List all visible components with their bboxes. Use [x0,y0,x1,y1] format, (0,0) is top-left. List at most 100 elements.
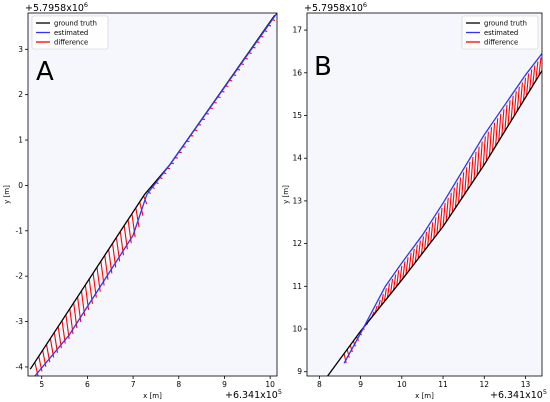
difference-segment [519,82,523,106]
difference-segment [516,86,520,111]
y-tick-label: 13 [292,196,302,205]
x-tick-label: 8 [176,380,181,389]
y-offset-exponent: 6 [363,1,367,9]
difference-segment [535,61,539,81]
legend-box [31,15,109,50]
difference-segment [442,202,446,227]
difference-segment [529,69,533,91]
difference-segment [510,95,514,122]
difference-segment [131,213,136,238]
x-offset-label: +6.341x105 [490,388,547,401]
panel-label: A [36,57,54,87]
estimated-line [34,13,277,376]
difference-segment [470,156,474,185]
x-tick-label: 11 [438,380,448,389]
difference-segment [445,197,449,222]
difference-segment [408,253,412,271]
x-axis-label: x [m] [415,392,434,400]
difference-segment [377,299,381,310]
difference-segment [488,127,493,157]
difference-segment [389,278,394,295]
y-tick-label: 12 [292,239,302,248]
y-axis-label: y [m] [282,185,290,204]
y-tick-label: 0 [18,181,23,190]
y-tick-label: -3 [16,317,24,326]
legend-entry: estimated [54,29,88,37]
y-tick-label: 2 [18,90,23,99]
difference-segment [349,345,353,353]
difference-segment [439,207,443,231]
legend-entry: ground truth [484,19,527,27]
difference-segment [393,274,397,291]
difference-segment [461,172,465,199]
y-tick-label: 9 [297,367,302,376]
y-tick-label: -2 [16,272,24,281]
difference-segment [457,177,462,204]
y-tick-label: 10 [292,325,302,334]
difference-segment [396,270,400,287]
difference-segment [139,201,144,216]
legend-entry: ground truth [54,19,97,27]
difference-segment [448,192,452,218]
ground-truth-line [327,70,542,376]
y-offset-label: +5.7958x106 [25,1,88,14]
difference-segment [427,227,431,247]
difference-segment [482,136,486,167]
panel-b: 8 9 10 11 12 13 9 10 11 12 13 14 15 16 17 x [m] y [m] +5.… [282,1,547,401]
axes-frame [27,12,278,377]
legend-entry: difference [484,38,518,46]
plot-area [28,13,277,376]
difference-segment [411,248,415,267]
y-tick-label: 11 [292,282,302,291]
y-tick-label: 17 [292,26,302,35]
y-tick-label: 15 [292,111,302,120]
difference-segment [467,162,471,190]
difference-segment [420,236,425,255]
difference-segment [473,151,477,181]
x-tick-label: 12 [480,380,490,389]
difference-segment [485,131,489,162]
difference-segment [479,141,483,171]
difference-segment [383,288,387,302]
difference-segment [498,113,502,142]
y-tick-label: 16 [292,68,302,77]
y-tick-label: 14 [292,154,302,163]
x-axis-label: x [m] [143,392,162,400]
estimated-line [343,53,542,364]
x-tick-label: 10 [265,380,275,389]
difference-segment [451,187,455,213]
difference-segment [433,217,437,239]
difference-segment [491,122,496,152]
difference-segment [504,104,508,132]
difference-segment [343,353,347,364]
difference-segment [135,207,140,228]
y-tick-label: -4 [16,362,24,371]
difference-segment [507,100,511,127]
difference-segment [430,222,434,243]
difference-segment [501,109,505,137]
x-offset-exponent: 5 [543,388,547,396]
y-tick-label: 3 [18,45,23,54]
difference-segment [454,182,459,208]
difference-segment [436,212,440,235]
x-offset-exponent: 5 [278,388,282,396]
difference-segment [399,265,403,283]
legend-entry: estimated [484,29,518,37]
x-tick-label: 13 [521,380,531,389]
panel-label: B [314,52,332,82]
y-offset-label: +5.7958x106 [304,1,367,14]
difference-segment [417,240,421,259]
difference-segment [380,294,384,306]
x-tick-label: 10 [397,380,407,389]
difference-segment [423,231,428,251]
difference-segment [538,57,542,76]
axes-frame [306,12,543,377]
difference-segment [402,261,406,279]
difference-segment [386,283,391,298]
difference-segment [414,244,418,263]
difference-segment [495,118,499,147]
difference-segment [346,349,350,358]
difference-segment [525,73,530,96]
